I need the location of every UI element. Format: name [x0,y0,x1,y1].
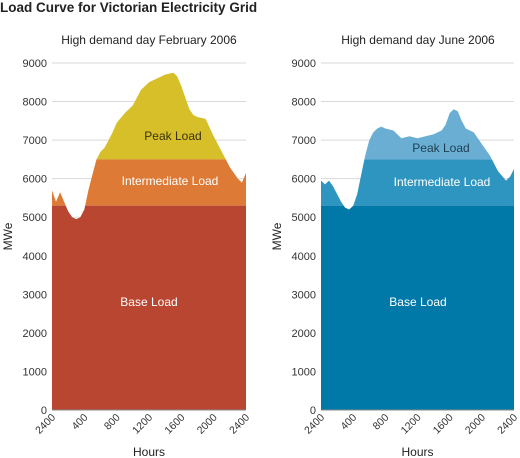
x-tick-label: 1600 [431,412,456,437]
y-tick-label: 3000 [23,289,47,301]
y-tick-label: 7000 [292,135,316,147]
chart-main-title: Load Curve for Victorian Electricity Gri… [0,0,258,15]
intermediate-load-label: Intermediate Load [122,174,219,188]
y-tick-label: 5000 [23,212,47,224]
x-tick-label: 1200 [130,412,155,437]
x-tick-label: 1200 [399,412,424,437]
y-tick-label: 6000 [292,174,316,186]
intermediate-load-label: Intermediate Load [394,175,491,189]
x-tick-label: 400 [70,412,91,433]
x-tick-label: 2000 [195,412,220,437]
chart-panel-2: 0 1000 2000 3000 4000 5000 6000 7000 8000 9000 240… [270,33,520,458]
y-tick-label: 2000 [292,328,316,340]
base-load-label: Base Load [120,295,177,309]
y-tick-label: 0 [41,405,47,417]
x-tick-label: 800 [371,412,392,433]
y-tick-label: 8000 [292,97,316,109]
y-tick-label: 1000 [23,366,47,378]
x-axis-title: Hours [401,445,433,458]
y-tick-label: 9000 [23,58,47,70]
x-axis-title: Hours [133,445,165,458]
load-bands [52,72,246,410]
base-load-area [52,205,246,410]
load-bands [321,109,514,410]
x-tick-label: 800 [102,412,123,433]
y-tick-label: 3000 [292,289,316,301]
peak-load-label: Peak Load [144,129,201,143]
x-tick-label: 400 [338,412,359,433]
y-tick-label: 5000 [292,212,316,224]
peak-load-area [52,72,246,160]
x-tick-label: 2400 [33,412,58,437]
x-tick-label: 2400 [302,412,327,437]
y-axis-title: MWe [270,222,284,250]
y-tick-label: 9000 [292,58,316,70]
chart-panel-1: 0 1000 2000 3000 4000 5000 6000 7000 8000 9000 240… [1,33,252,458]
y-tick-label: 7000 [23,135,47,147]
x-tick-label: 2400 [227,412,252,437]
peak-load-label: Peak Load [412,141,469,155]
base-load-area [321,205,514,410]
x-tick-label: 1600 [162,412,187,437]
panel-title: High demand day June 2006 [341,33,495,47]
panel-title: High demand day February 2006 [61,33,237,47]
x-tick-label: 2400 [495,412,520,437]
y-tick-label: 4000 [23,251,47,263]
y-tick-label: 8000 [23,97,47,109]
y-tick-label: 1000 [292,366,316,378]
y-tick-label: 6000 [23,174,47,186]
x-tick-label: 2000 [463,412,488,437]
y-tick-label: 4000 [292,251,316,263]
y-tick-label: 0 [310,405,316,417]
y-tick-label: 2000 [23,328,47,340]
base-load-label: Base Load [389,295,446,309]
y-axis-title: MWe [1,222,15,250]
